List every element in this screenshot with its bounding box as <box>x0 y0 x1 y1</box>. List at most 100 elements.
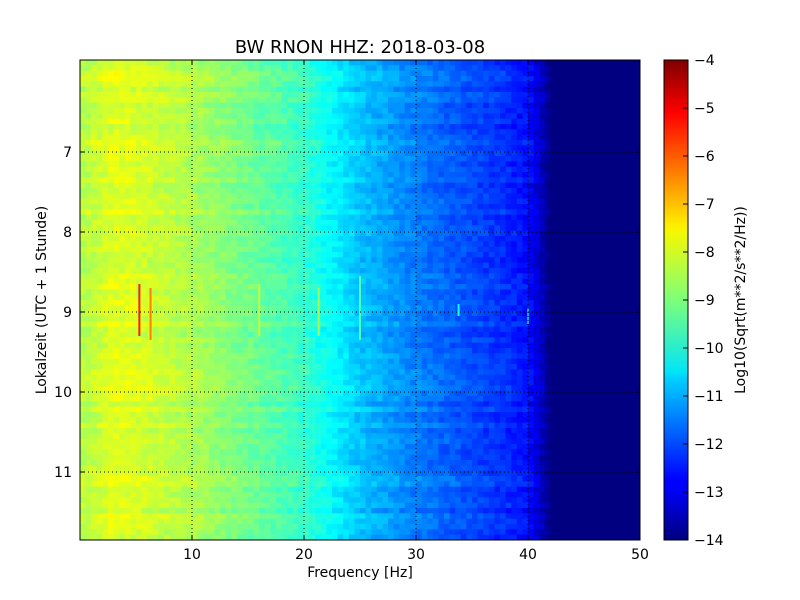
heatmap-cell <box>192 65 199 72</box>
heatmap-cell <box>365 129 372 136</box>
heatmap-cell <box>326 129 333 136</box>
heatmap-cell <box>197 225 204 232</box>
heatmap-cell <box>382 294 389 301</box>
heatmap-cell <box>91 300 98 306</box>
heatmap-cell <box>432 60 439 66</box>
heatmap-cell <box>119 134 126 141</box>
heatmap-cell <box>236 268 243 274</box>
heatmap-cell <box>595 209 602 216</box>
heatmap-cell <box>96 166 103 173</box>
heatmap-cell <box>231 60 238 66</box>
heatmap-cell <box>276 204 283 210</box>
heatmap-cell <box>488 188 495 194</box>
heatmap-cell <box>141 70 148 77</box>
heatmap-cell <box>427 214 434 221</box>
heatmap-cell <box>102 188 109 194</box>
heatmap-cell <box>326 182 333 189</box>
heatmap-cell <box>494 60 501 66</box>
heatmap-cell <box>634 246 640 253</box>
heatmap-cell <box>421 252 428 258</box>
heatmap-cell <box>197 188 204 194</box>
heatmap-cell <box>259 209 266 216</box>
heatmap-cell <box>180 278 187 285</box>
heatmap-cell <box>522 86 529 93</box>
heatmap-cell <box>348 262 355 269</box>
heatmap-cell <box>572 204 579 210</box>
heatmap-cell <box>528 166 535 173</box>
heatmap-cell <box>404 236 411 242</box>
heatmap-cell <box>152 124 159 130</box>
heatmap-cell <box>147 118 154 125</box>
heatmap-cell <box>432 92 439 98</box>
heatmap-cell <box>197 140 204 146</box>
heatmap-cell <box>231 161 238 168</box>
heatmap-cell <box>628 198 635 205</box>
heatmap-cell <box>164 140 171 146</box>
heatmap-cell <box>214 220 221 226</box>
heatmap-cell <box>572 273 579 280</box>
heatmap-cell <box>584 284 591 290</box>
heatmap-cell <box>96 145 103 152</box>
heatmap-cell <box>511 193 518 200</box>
heatmap-cell <box>522 230 529 237</box>
heatmap-cell <box>197 198 204 205</box>
heatmap-cell <box>287 129 294 136</box>
heatmap-cell <box>404 156 411 162</box>
heatmap-cell <box>192 145 199 152</box>
heatmap-cell <box>186 310 193 317</box>
heatmap-cell <box>561 300 568 306</box>
heatmap-cell <box>348 241 355 248</box>
heatmap-cell <box>287 289 294 296</box>
heatmap-cell <box>449 113 456 120</box>
heatmap-cell <box>550 257 557 264</box>
heatmap-cell <box>136 236 143 242</box>
heatmap-cell <box>472 284 479 290</box>
heatmap-cell <box>180 140 187 146</box>
heatmap-cell <box>595 70 602 77</box>
heatmap-cell <box>85 92 92 98</box>
heatmap-cell <box>505 145 512 152</box>
heatmap-cell <box>108 294 115 301</box>
heatmap-cell <box>399 156 406 162</box>
heatmap-cell <box>309 273 316 280</box>
heatmap-cell <box>628 76 635 82</box>
heatmap-cell <box>102 193 109 200</box>
heatmap-cell <box>617 278 624 285</box>
heatmap-cell <box>197 321 204 328</box>
heatmap-cell <box>164 102 171 109</box>
heatmap-cell <box>186 305 193 312</box>
heatmap-cell <box>388 209 395 216</box>
heatmap-cell <box>634 294 640 301</box>
heatmap-cell <box>343 161 350 168</box>
heatmap-cell <box>455 102 462 109</box>
heatmap-cell <box>371 86 378 93</box>
heatmap-cell <box>214 156 221 162</box>
heatmap-cell <box>231 166 238 173</box>
heatmap-cell <box>80 140 87 146</box>
heatmap-cell <box>164 156 171 162</box>
heatmap-cell <box>483 182 490 189</box>
heatmap-cell <box>416 262 423 269</box>
heatmap-cell <box>276 262 283 269</box>
heatmap-cell <box>371 188 378 194</box>
heatmap-cell <box>584 188 591 194</box>
heatmap-cell <box>617 225 624 232</box>
heatmap-cell <box>421 225 428 232</box>
heatmap-cell <box>130 97 137 104</box>
heatmap-cell <box>544 257 551 264</box>
heatmap-cell <box>550 310 557 317</box>
heatmap-cell <box>393 220 400 226</box>
heatmap-cell <box>488 262 495 269</box>
heatmap-cell <box>164 310 171 317</box>
heatmap-cell <box>432 310 439 317</box>
heatmap-cell <box>354 161 361 168</box>
heatmap-cell <box>298 257 305 264</box>
heatmap-cell <box>628 60 635 66</box>
heatmap-cell <box>595 252 602 258</box>
heatmap-cell <box>522 177 529 184</box>
heatmap-cell <box>203 246 210 253</box>
heatmap-cell <box>393 156 400 162</box>
heatmap-cell <box>124 300 131 306</box>
heatmap-cell <box>567 262 574 269</box>
heatmap-cell <box>584 102 591 109</box>
